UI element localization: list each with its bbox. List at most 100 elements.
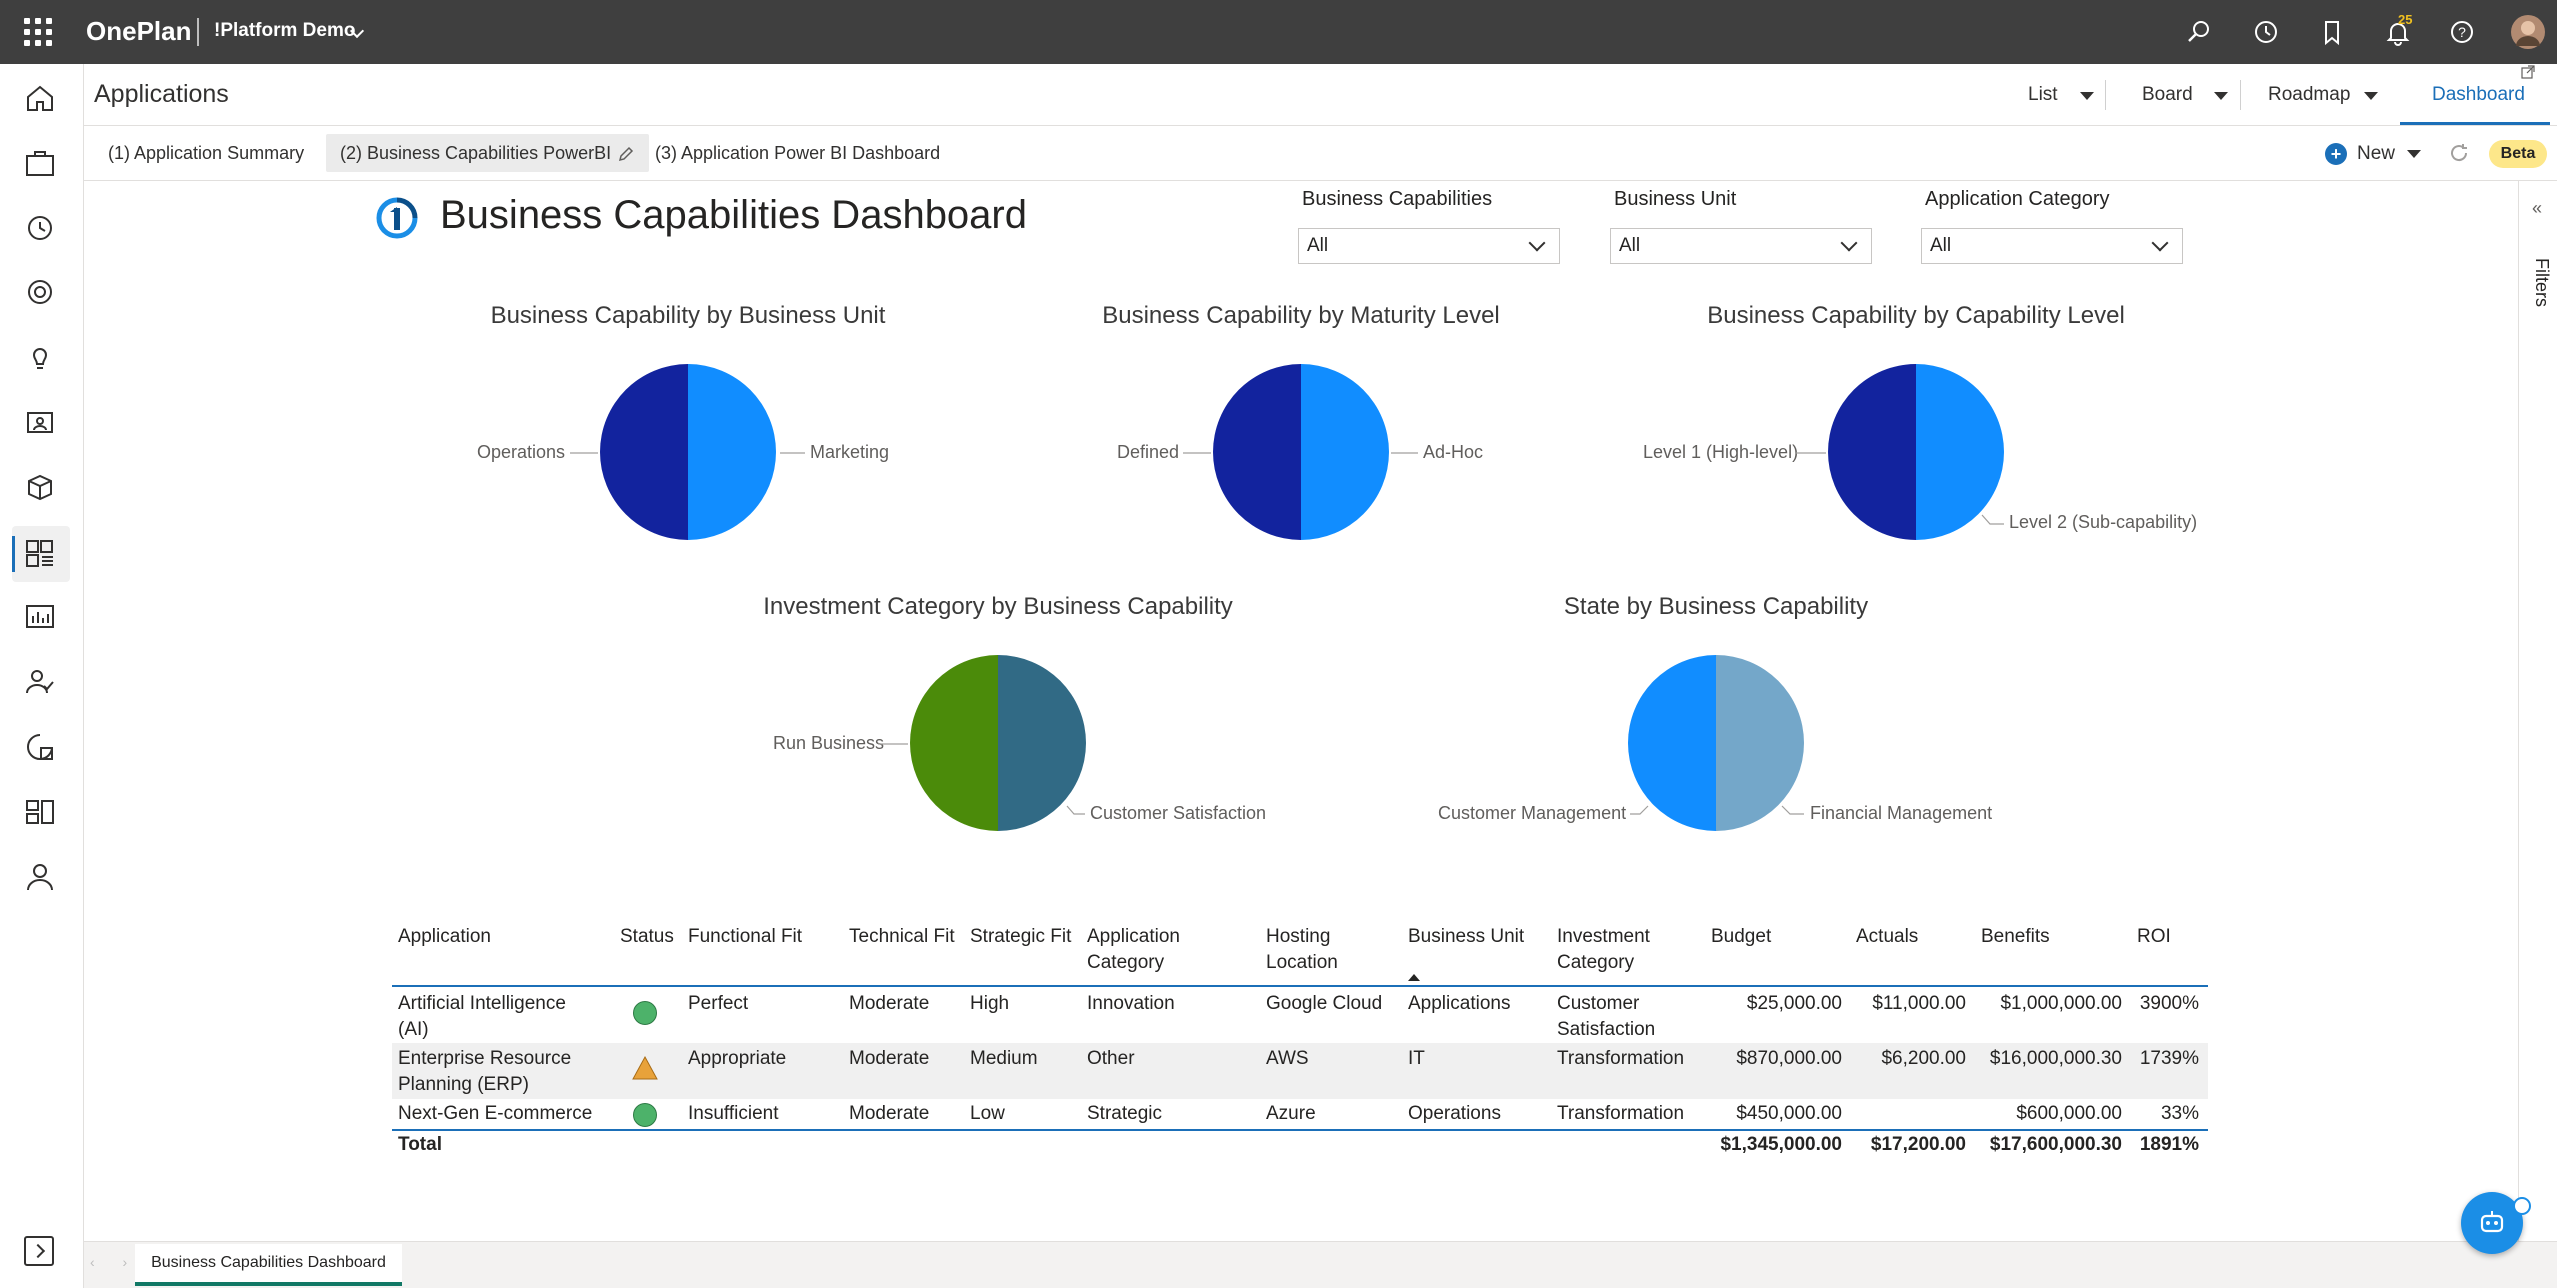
chevron-down-icon[interactable]	[2214, 92, 2228, 100]
pie-chart-capability-level[interactable]	[1816, 352, 2016, 552]
pie-slice-level-1-high-level[interactable]	[1828, 364, 1916, 540]
business-unit-slicer[interactable]: All	[1610, 228, 1872, 264]
goals-icon[interactable]	[22, 274, 58, 310]
chevron-down-icon[interactable]	[2364, 92, 2378, 100]
view-separator	[2240, 80, 2241, 110]
cell-application: Next-Gen E-commerce	[398, 1103, 593, 1124]
notification-badge: 25	[2398, 12, 2413, 27]
pie-label: Operations	[477, 442, 566, 462]
cell-budget: $450,000.00	[1736, 1103, 1842, 1124]
view-dashboard[interactable]: Dashboard	[2432, 84, 2525, 105]
applications-icon[interactable]	[22, 535, 58, 571]
resources-icon[interactable]	[22, 404, 58, 440]
pie-slice-financial-management[interactable]	[1716, 655, 1804, 831]
view-roadmap[interactable]: Roadmap	[2268, 84, 2351, 105]
pie-chart-business-unit[interactable]	[588, 352, 788, 552]
history-icon[interactable]	[2250, 16, 2282, 48]
expand-icon[interactable]	[2520, 64, 2536, 80]
column-header[interactable]: ROI	[2137, 926, 2171, 947]
new-button[interactable]: + New	[2325, 139, 2422, 169]
cell-budget: $870,000.00	[1736, 1048, 1842, 1069]
chat-bot-button[interactable]	[2461, 1192, 2523, 1254]
help-icon[interactable]: ?	[2446, 16, 2478, 48]
pie-slice-defined[interactable]	[1213, 364, 1301, 540]
boards-icon[interactable]	[22, 794, 58, 830]
pie-slice-customer-satisfaction[interactable]	[998, 655, 1086, 831]
status-warning-triangle-icon	[632, 1055, 658, 1080]
pie-slice-marketing[interactable]	[688, 364, 776, 540]
column-header[interactable]: Investment Category	[1557, 926, 1650, 973]
column-header[interactable]: Functional Fit	[688, 926, 803, 947]
home-icon[interactable]	[22, 80, 58, 116]
pie-slice-operations[interactable]	[600, 364, 688, 540]
pie-label: Marketing	[810, 442, 890, 462]
column-header[interactable]: Technical Fit	[849, 926, 955, 947]
bell-icon[interactable]	[2382, 16, 2414, 48]
sort-ascending-icon[interactable]	[1408, 974, 1420, 981]
svg-text:?: ?	[2458, 24, 2466, 40]
application-category-slicer[interactable]: All	[1921, 228, 2183, 264]
bot-power-icon[interactable]	[2513, 1197, 2531, 1215]
report-page-tab[interactable]: Business Capabilities Dashboard	[135, 1244, 402, 1286]
column-header[interactable]: Application	[398, 926, 491, 947]
table-row[interactable]	[392, 1043, 2208, 1099]
page-nav-arrows[interactable]: ‹ ›	[90, 1254, 140, 1270]
tab-application-summary[interactable]: (1) Application Summary	[108, 143, 305, 163]
column-header[interactable]: Hosting Location	[1266, 926, 1338, 973]
pie-slice-run-business[interactable]	[910, 655, 998, 831]
cell-hosting-location: AWS	[1266, 1048, 1309, 1069]
column-header[interactable]: Actuals	[1856, 926, 1919, 947]
plus-icon: +	[2325, 143, 2347, 165]
tab-application-power-bi-dashboard[interactable]: (3) Application Power BI Dashboard	[655, 143, 941, 163]
column-header[interactable]: Budget	[1711, 926, 1772, 947]
pie-label: Defined	[1117, 442, 1180, 462]
top-bar: OnePlan !Platform Demo 25 ?	[0, 0, 2557, 64]
reports-icon[interactable]	[22, 598, 58, 634]
slicer-label: Business Capabilities	[1302, 188, 1493, 210]
column-header[interactable]: Business Unit	[1408, 926, 1525, 947]
cell-roi: 3900%	[2139, 993, 2199, 1014]
tabs-divider	[84, 180, 2557, 181]
bookmark-icon[interactable]	[2316, 16, 2348, 48]
products-icon[interactable]	[22, 469, 58, 505]
column-header[interactable]: Status	[620, 926, 674, 947]
filters-label[interactable]: Filters	[2532, 258, 2552, 307]
slicer-label: Business Unit	[1614, 188, 1737, 210]
pie-chart-investment-category[interactable]	[898, 643, 1098, 843]
chevron-left-icon[interactable]: «	[2532, 198, 2543, 218]
user-avatar[interactable]	[2510, 14, 2546, 50]
portfolio-icon[interactable]	[22, 145, 58, 181]
column-header[interactable]: Application Category	[1087, 926, 1180, 973]
chart-title: Business Capability by Capability Level	[1707, 302, 2125, 329]
cell-strategic-fit: Low	[970, 1103, 1005, 1124]
ideas-icon[interactable]	[22, 339, 58, 375]
cell-technical-fit: Moderate	[849, 1048, 930, 1069]
analytics-icon[interactable]	[22, 729, 58, 765]
slicer-value: All	[1930, 235, 1952, 256]
column-header[interactable]: Benefits	[1981, 926, 2050, 947]
brand-name[interactable]: OnePlan	[86, 16, 192, 46]
view-board[interactable]: Board	[2142, 84, 2193, 105]
chevron-down-icon[interactable]	[2080, 92, 2094, 100]
timesheet-icon[interactable]	[22, 210, 58, 246]
pie-slice-level-2-sub-capability[interactable]	[1916, 364, 2004, 540]
profile-icon[interactable]	[22, 859, 58, 895]
app-launcher-icon[interactable]	[24, 18, 52, 46]
view-list[interactable]: List	[2028, 84, 2058, 105]
pie-chart-maturity-level[interactable]	[1201, 352, 1401, 552]
tab-business-capabilities-powerbi[interactable]: (2) Business Capabilities PowerBI	[326, 134, 650, 172]
workspace-selector[interactable]: !Platform Demo	[214, 20, 356, 41]
expand-rail-icon[interactable]	[24, 1236, 54, 1266]
pie-chart-state[interactable]	[1616, 643, 1816, 843]
refresh-icon[interactable]	[2446, 140, 2472, 166]
search-icon[interactable]	[2183, 16, 2215, 48]
pie-slice-ad-hoc[interactable]	[1301, 364, 1389, 540]
filters-pane[interactable]	[2518, 181, 2557, 1241]
column-header[interactable]: Strategic Fit	[970, 926, 1072, 947]
nav-active-highlight	[12, 526, 70, 582]
cell-functional-fit: Insufficient	[688, 1103, 779, 1124]
pencil-icon[interactable]	[617, 145, 635, 163]
people-icon[interactable]	[22, 664, 58, 700]
business-capabilities-slicer[interactable]: All	[1298, 228, 1560, 264]
pie-slice-customer-management[interactable]	[1628, 655, 1716, 831]
